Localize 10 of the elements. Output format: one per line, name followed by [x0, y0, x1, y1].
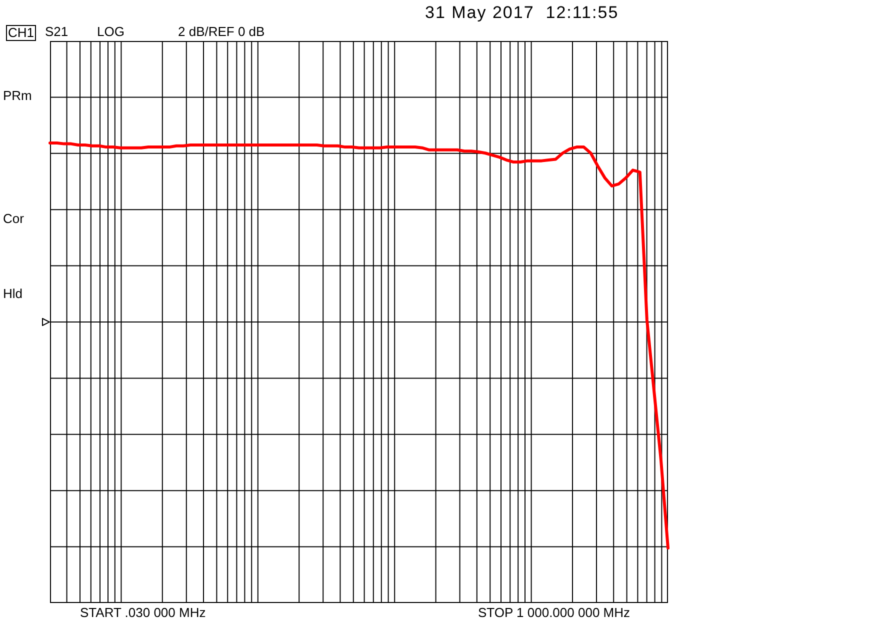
text: S21	[45, 24, 68, 39]
text: Cor	[3, 211, 24, 226]
chart-title: 31 May 2017 12:11:55	[425, 3, 619, 23]
text: 2 dB/REF 0 dB	[178, 24, 265, 39]
text: PRm	[3, 88, 32, 103]
text: STOP 1 000.000 000 MHz	[478, 605, 630, 620]
text: LOG	[97, 24, 124, 39]
text: CH1	[6, 25, 36, 41]
text: Hld	[3, 286, 23, 301]
text: START .030 000 MHz	[80, 605, 206, 620]
